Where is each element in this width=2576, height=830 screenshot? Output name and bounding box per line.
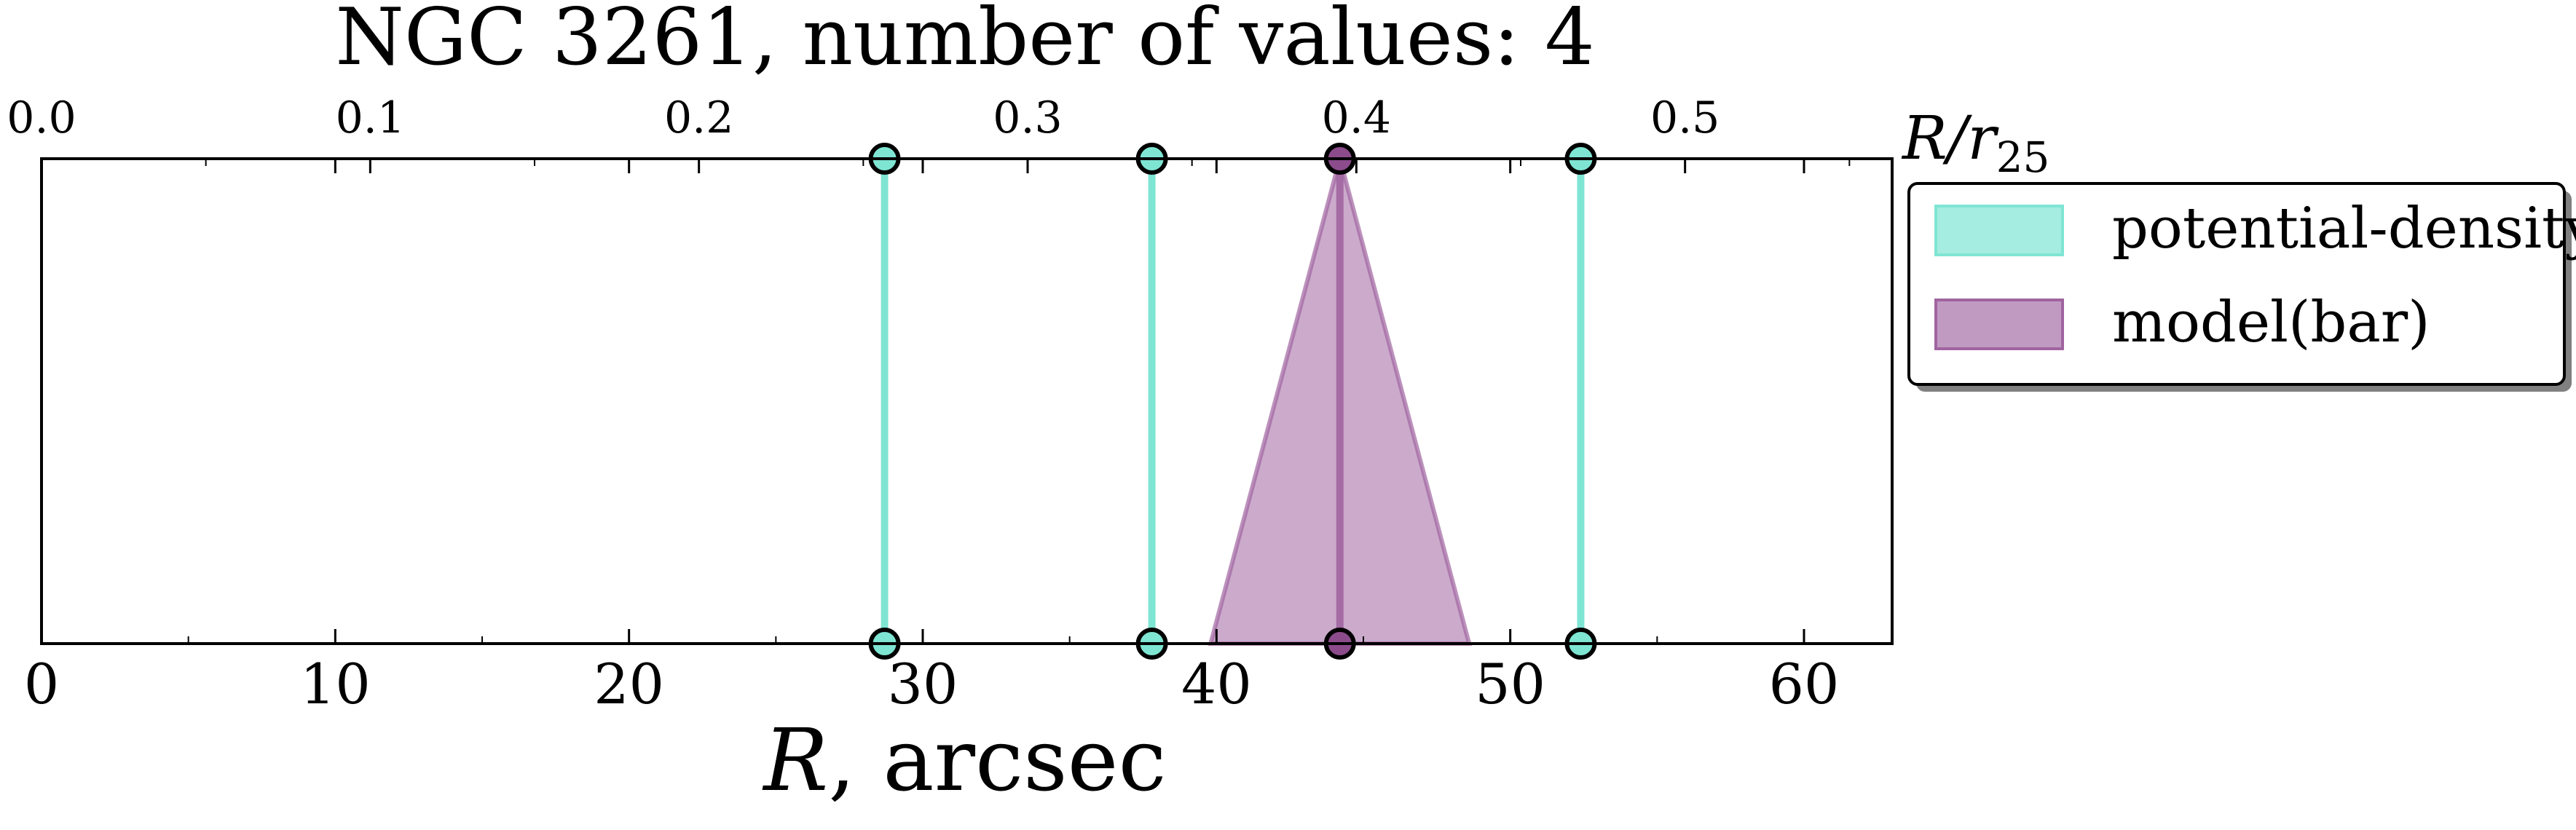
x-tick-label: 0 <box>24 652 59 716</box>
x-tick-label: 40 <box>1181 652 1252 716</box>
top-tick-label: 0.1 <box>336 92 405 143</box>
legend: potential-density model(bar) <box>1907 182 2576 392</box>
top-tick-label: 0.0 <box>7 92 76 143</box>
chart-title: NGC 3261, number of values: 4 <box>335 0 1594 83</box>
x-tick-label: 30 <box>888 652 958 716</box>
x-tick-label: 50 <box>1475 652 1545 716</box>
plot-frame <box>40 157 1894 645</box>
top-axis-label: R/r25 <box>1901 104 2049 182</box>
legend-swatch-potential-density <box>1934 205 2064 256</box>
bottom-axis: 0 10 20 30 40 50 60 <box>24 159 1840 716</box>
x-tick-label: 20 <box>594 652 664 716</box>
top-tick-label: 0.5 <box>1650 92 1720 143</box>
legend-label-model-bar: model(bar) <box>2112 290 2430 355</box>
x-tick-label: 60 <box>1769 652 1840 716</box>
top-tick-label: 0.3 <box>993 92 1062 143</box>
top-tick-label: 0.2 <box>664 92 733 143</box>
legend-swatch-model-bar <box>1934 299 2064 350</box>
x-axis-label: R, arcsec <box>762 710 1166 810</box>
plot-area <box>868 143 1597 660</box>
legend-label-potential-density: potential-density <box>2112 196 2576 261</box>
legend-box <box>1907 182 2566 386</box>
x-tick-label: 10 <box>300 652 371 716</box>
top-axis: 0.0 0.1 0.2 0.3 0.4 0.5 <box>7 92 1851 173</box>
top-tick-label: 0.4 <box>1322 92 1391 143</box>
